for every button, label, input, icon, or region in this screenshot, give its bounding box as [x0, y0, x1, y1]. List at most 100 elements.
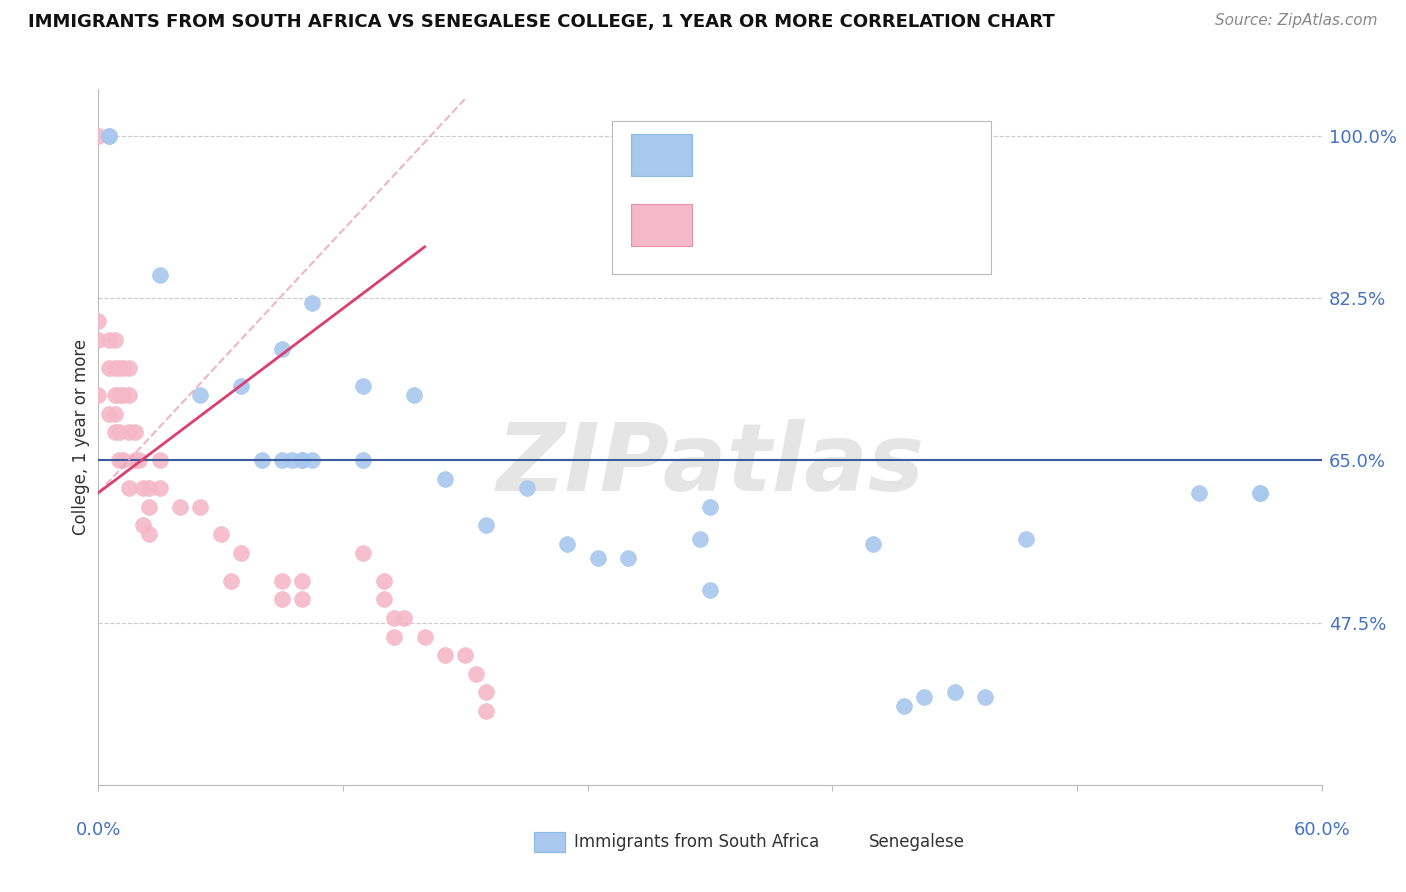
Point — [149, 481, 172, 495]
Point — [893, 699, 915, 714]
Text: 60.0%: 60.0% — [1294, 821, 1350, 838]
Point — [373, 592, 395, 607]
Point — [118, 360, 141, 375]
Point — [454, 648, 477, 662]
Point — [291, 453, 314, 467]
Point — [97, 407, 120, 421]
Point — [291, 574, 314, 588]
Point — [108, 453, 131, 467]
Point — [209, 527, 232, 541]
Point — [87, 388, 110, 402]
Point — [118, 388, 141, 402]
Point — [270, 574, 294, 588]
Point — [392, 611, 416, 625]
Point — [118, 425, 141, 440]
Bar — [630, 135, 692, 177]
Point — [188, 500, 212, 514]
Text: N = 54: N = 54 — [845, 214, 912, 232]
Point — [149, 268, 172, 282]
Point — [291, 592, 314, 607]
Point — [516, 481, 538, 495]
Point — [87, 333, 110, 347]
Point — [108, 388, 131, 402]
Point — [1188, 485, 1211, 500]
Point — [108, 425, 131, 440]
Text: 0.0%: 0.0% — [76, 821, 121, 838]
Point — [97, 360, 120, 375]
Point — [943, 685, 966, 699]
Point — [104, 425, 127, 440]
Point — [352, 379, 374, 393]
Point — [301, 295, 323, 310]
Point — [382, 630, 405, 644]
Point — [352, 453, 374, 467]
Point — [557, 537, 579, 551]
Point — [111, 453, 134, 467]
Point — [464, 666, 486, 681]
Text: R = 0.001: R = 0.001 — [710, 145, 800, 162]
Point — [699, 583, 721, 598]
Point — [270, 453, 294, 467]
Point — [169, 500, 191, 514]
Point — [434, 472, 457, 486]
Point — [373, 574, 395, 588]
Point — [1015, 532, 1038, 546]
Text: N = 37: N = 37 — [845, 145, 912, 162]
Point — [97, 333, 120, 347]
Point — [382, 611, 405, 625]
Bar — [630, 204, 692, 245]
Point — [912, 690, 935, 704]
Text: ZIPatlas: ZIPatlas — [496, 419, 924, 511]
Text: Immigrants from South Africa: Immigrants from South Africa — [574, 833, 818, 851]
Point — [219, 574, 242, 588]
Point — [138, 500, 160, 514]
Point — [132, 481, 155, 495]
Point — [231, 379, 253, 393]
Point — [97, 128, 120, 143]
Point — [104, 388, 127, 402]
Point — [413, 630, 436, 644]
Point — [699, 500, 721, 514]
Point — [434, 648, 457, 662]
Point — [149, 453, 172, 467]
Point — [352, 546, 374, 560]
Point — [118, 481, 141, 495]
Point — [111, 388, 134, 402]
Point — [270, 342, 294, 356]
Point — [270, 592, 294, 607]
Point — [97, 128, 120, 143]
Point — [188, 388, 212, 402]
Point — [128, 453, 150, 467]
Point — [689, 532, 711, 546]
Point — [974, 690, 997, 704]
Text: IMMIGRANTS FROM SOUTH AFRICA VS SENEGALESE COLLEGE, 1 YEAR OR MORE CORRELATION C: IMMIGRANTS FROM SOUTH AFRICA VS SENEGALE… — [28, 13, 1054, 31]
Point — [124, 425, 146, 440]
Point — [104, 333, 127, 347]
Point — [104, 407, 127, 421]
Point — [474, 704, 498, 718]
Point — [111, 360, 134, 375]
Point — [87, 128, 110, 143]
Point — [301, 453, 323, 467]
Point — [138, 527, 160, 541]
Point — [281, 453, 304, 467]
Text: Senegalese: Senegalese — [869, 833, 965, 851]
FancyBboxPatch shape — [612, 120, 991, 274]
Point — [474, 518, 498, 533]
Point — [124, 453, 146, 467]
Point — [474, 685, 498, 699]
Point — [87, 314, 110, 328]
Point — [138, 481, 160, 495]
Point — [291, 453, 314, 467]
Point — [586, 550, 609, 565]
Point — [250, 453, 273, 467]
Point — [1249, 485, 1271, 500]
Point — [862, 537, 884, 551]
Text: Source: ZipAtlas.com: Source: ZipAtlas.com — [1215, 13, 1378, 29]
Point — [1249, 485, 1271, 500]
Point — [231, 546, 253, 560]
Point — [104, 360, 127, 375]
Point — [108, 360, 131, 375]
Text: R = 0.299: R = 0.299 — [710, 214, 800, 232]
Y-axis label: College, 1 year or more: College, 1 year or more — [72, 339, 90, 535]
